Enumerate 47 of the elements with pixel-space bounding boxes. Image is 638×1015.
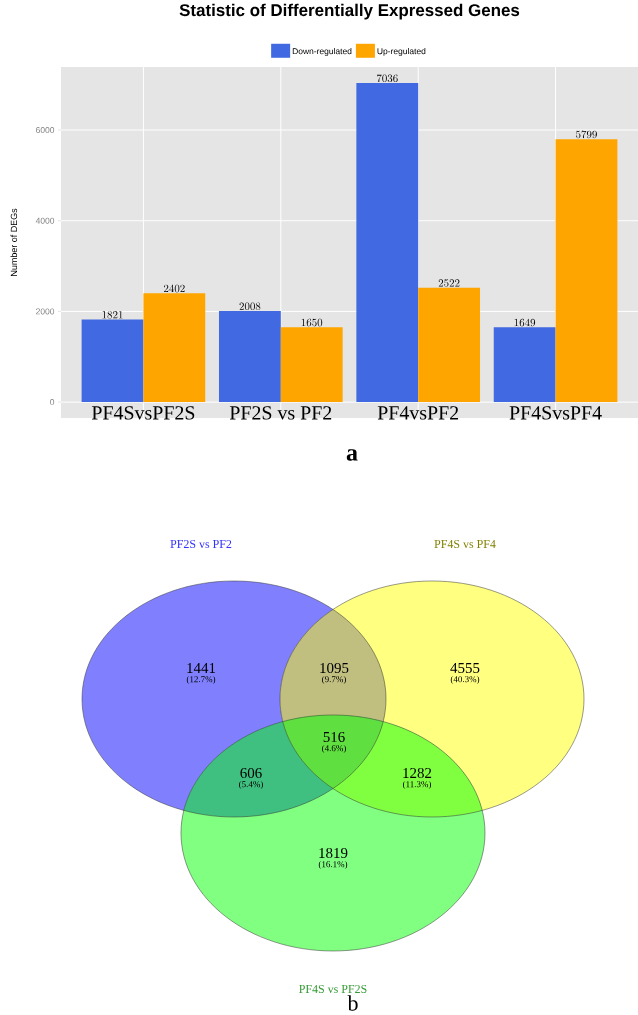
text: (5.4%) xyxy=(239,780,263,790)
bar xyxy=(143,293,206,403)
x-tick-label: PF4vsPF2 xyxy=(377,406,459,420)
text: PF2S vs PF2 xyxy=(170,539,232,548)
text: (4.6%) xyxy=(322,744,346,754)
y-tick-label: 4000 xyxy=(35,217,55,224)
chart-title: Statistic of Differentially Expressed Genes xyxy=(179,3,520,20)
data-label: 5799 xyxy=(576,130,597,139)
data-label: 1650 xyxy=(301,318,323,327)
data-label: 7036 xyxy=(376,74,398,83)
text: 516 xyxy=(323,731,345,743)
text: (11.3%) xyxy=(402,780,432,790)
bar xyxy=(356,83,419,403)
text: (9.7%) xyxy=(322,675,346,685)
bar xyxy=(418,287,481,403)
text: PF4S vs PF2S xyxy=(299,984,367,993)
x-tick-label: PF2S vs PF2 xyxy=(229,406,332,420)
text: 1441 xyxy=(187,663,216,673)
data-label: 2522 xyxy=(438,279,460,287)
bar xyxy=(280,327,343,403)
bar xyxy=(218,311,281,403)
text: 1282 xyxy=(403,767,432,779)
text: (16.1%) xyxy=(318,860,348,870)
text: 1095 xyxy=(320,662,349,674)
text: (12.7%) xyxy=(186,675,216,685)
bar xyxy=(493,327,556,403)
text: (40.3%) xyxy=(450,675,480,685)
data-label: 2008 xyxy=(239,302,261,311)
text: b xyxy=(347,995,358,1011)
legend-label: Down-regulated xyxy=(292,47,352,56)
y-tick-label: 6000 xyxy=(36,127,55,134)
bar xyxy=(81,319,144,403)
text: PF4S vs PF4 xyxy=(434,539,496,548)
text: 606 xyxy=(240,767,262,779)
x-tick-label: PF4SvsPF4 xyxy=(509,406,602,420)
bar xyxy=(555,139,618,403)
legend-label: Up-regulated xyxy=(377,47,426,56)
text: 1819 xyxy=(319,847,348,859)
data-label: 1649 xyxy=(514,318,536,327)
y-tick-label: 0 xyxy=(50,399,55,406)
data-label: 2402 xyxy=(163,284,185,293)
y-tick-label: 2000 xyxy=(36,308,55,315)
x-tick-label: PF4SvsPF2S xyxy=(91,406,195,420)
text: 4555 xyxy=(450,663,480,673)
y-axis-title: Number of DEGs xyxy=(10,208,18,276)
text: a xyxy=(346,449,358,461)
data-label: 1821 xyxy=(102,311,123,319)
